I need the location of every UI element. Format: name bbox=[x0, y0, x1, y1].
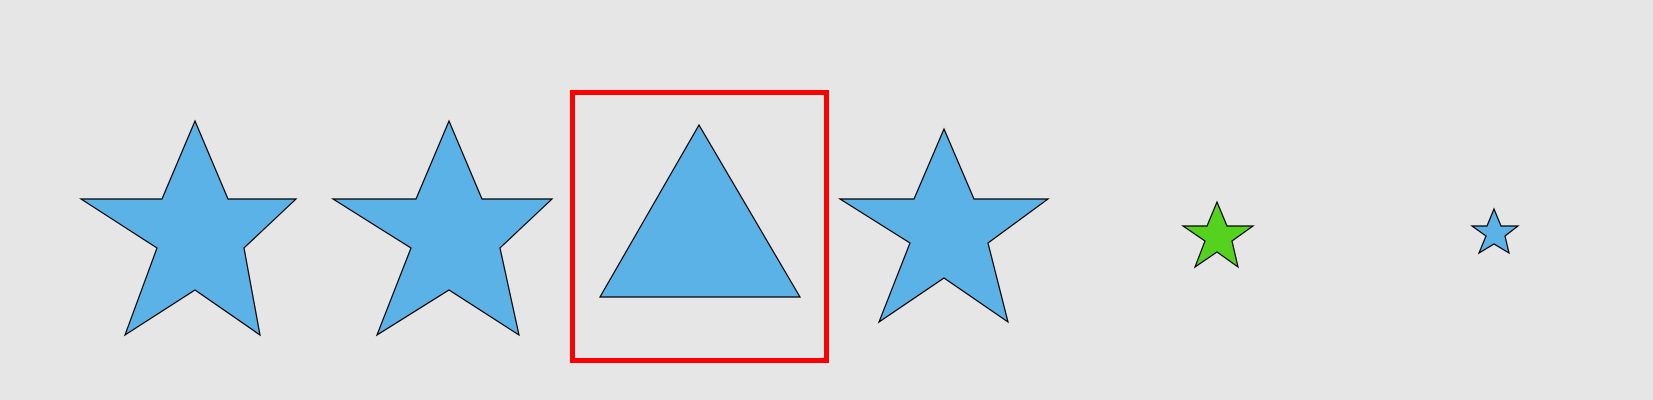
star-shape-green[interactable] bbox=[1181, 200, 1255, 269]
star-shape-2[interactable] bbox=[330, 119, 554, 337]
star-shape-1[interactable] bbox=[78, 119, 298, 337]
selection-box[interactable] bbox=[570, 90, 829, 363]
star-shape-small[interactable] bbox=[1470, 207, 1520, 255]
triangle-shape[interactable] bbox=[598, 123, 802, 298]
star-shape-3[interactable] bbox=[837, 127, 1050, 324]
